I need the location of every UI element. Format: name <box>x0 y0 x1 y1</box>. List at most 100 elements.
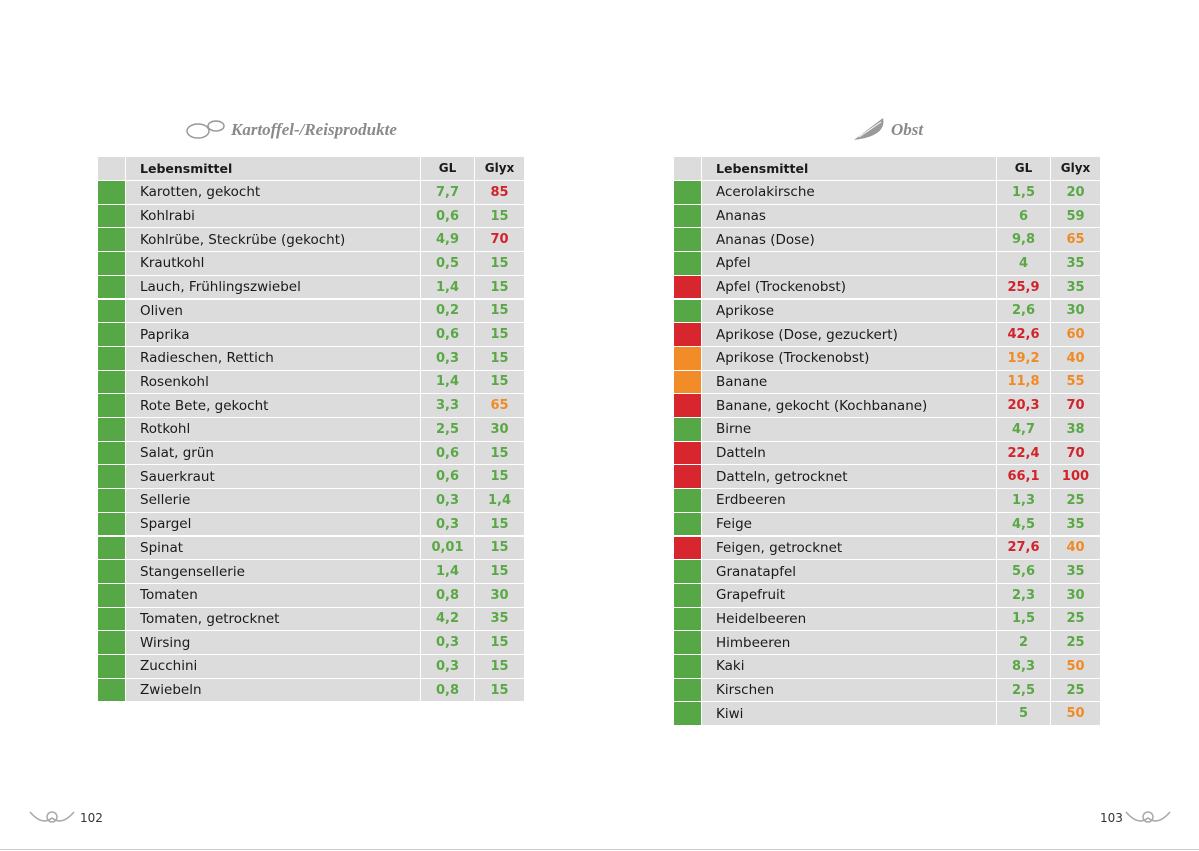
food-name: Stangensellerie <box>126 560 420 583</box>
gl-value: 0,2 <box>421 299 474 323</box>
glyx-value: 15 <box>475 299 524 323</box>
table-row: Tomaten 0,8 30 <box>98 583 525 607</box>
food-name: Birne <box>702 418 996 441</box>
glyx-value: 70 <box>1051 394 1100 417</box>
food-name: Spargel <box>126 512 420 536</box>
food-name: Aprikose <box>702 299 996 323</box>
glyx-value: 85 <box>475 181 524 204</box>
glyx-value: 65 <box>1051 228 1100 252</box>
header-cell: Lebensmittel <box>702 157 996 180</box>
food-name: Ananas <box>702 204 996 228</box>
header-cell <box>674 157 701 180</box>
gl-value: 3,3 <box>421 394 474 417</box>
gl-value: 7,7 <box>421 181 474 204</box>
rating-indicator <box>98 489 125 512</box>
glyx-value: 15 <box>475 655 524 678</box>
rating-indicator <box>674 631 701 654</box>
glyx-value: 15 <box>475 370 524 394</box>
glyx-value: 15 <box>475 204 524 228</box>
table-row: Rosenkohl 1,4 15 <box>98 370 525 394</box>
table-row: Banane, gekocht (Kochbanane) 20,3 70 <box>674 394 1101 417</box>
table-row: Tomaten, getrocknet 4,2 35 <box>98 607 525 631</box>
table-row: Zucchini 0,3 15 <box>98 655 525 678</box>
table-row: Apfel (Trockenobst) 25,9 35 <box>674 275 1101 299</box>
page-edge <box>0 849 1199 850</box>
glyx-value: 30 <box>1051 583 1100 607</box>
glyx-value: 35 <box>1051 560 1100 583</box>
rating-indicator <box>98 512 125 536</box>
gl-value: 22,4 <box>997 441 1050 465</box>
table-row: Sellerie 0,3 1,4 <box>98 489 525 512</box>
glyx-value: 25 <box>1051 489 1100 512</box>
food-name: Oliven <box>126 299 420 323</box>
gl-value: 5 <box>997 702 1050 726</box>
glyx-value: 15 <box>475 512 524 536</box>
rating-indicator <box>98 560 125 583</box>
glyx-value: 25 <box>1051 607 1100 631</box>
rating-indicator <box>98 607 125 631</box>
potato-icon <box>186 120 225 139</box>
table-row: Feige 4,5 35 <box>674 512 1101 536</box>
gl-value: 5,6 <box>997 560 1050 583</box>
gl-value: 1,4 <box>421 275 474 299</box>
glyx-value: 15 <box>475 346 524 370</box>
gl-value: 0,8 <box>421 583 474 607</box>
rating-indicator <box>98 323 125 346</box>
table-row: Kirschen 2,5 25 <box>674 678 1101 702</box>
rating-indicator <box>98 418 125 441</box>
gl-value: 0,6 <box>421 441 474 465</box>
rating-indicator <box>674 678 701 702</box>
food-name: Kiwi <box>702 702 996 726</box>
food-name: Banane, gekocht (Kochbanane) <box>702 394 996 417</box>
table-row: Salat, grün 0,6 15 <box>98 441 525 465</box>
gl-value: 0,6 <box>421 465 474 489</box>
glyx-value: 35 <box>475 607 524 631</box>
food-name: Radieschen, Rettich <box>126 346 420 370</box>
food-name: Spinat <box>126 536 420 560</box>
gl-value: 4,7 <box>997 418 1050 441</box>
food-name: Rosenkohl <box>126 370 420 394</box>
food-name: Paprika <box>126 323 420 346</box>
gl-value: 1,4 <box>421 560 474 583</box>
rating-indicator <box>674 489 701 512</box>
table-row: Aprikose 2,6 30 <box>674 299 1101 323</box>
gl-value: 0,3 <box>421 489 474 512</box>
gl-value: 6 <box>997 204 1050 228</box>
rating-indicator <box>674 418 701 441</box>
table-row: Wirsing 0,3 15 <box>98 631 525 654</box>
glyx-value: 1,4 <box>475 489 524 512</box>
glyx-value: 30 <box>475 583 524 607</box>
gl-value: 0,6 <box>421 323 474 346</box>
food-name: Rote Bete, gekocht <box>126 394 420 417</box>
section-title: Obst <box>891 120 924 139</box>
table-row: Kohlrabi 0,6 15 <box>98 204 525 228</box>
glyx-value: 70 <box>1051 441 1100 465</box>
gl-value: 2,3 <box>997 583 1050 607</box>
table-row: Heidelbeeren 1,5 25 <box>674 607 1101 631</box>
table-row: Lauch, Frühlingszwiebel 1,4 15 <box>98 275 525 299</box>
glyx-value: 35 <box>1051 512 1100 536</box>
table-row: Kiwi 5 50 <box>674 702 1101 726</box>
glyx-value: 40 <box>1051 346 1100 370</box>
glyx-value: 100 <box>1051 465 1100 489</box>
food-name: Feige <box>702 512 996 536</box>
food-name: Grapefruit <box>702 583 996 607</box>
glyx-value: 38 <box>1051 418 1100 441</box>
ornament <box>1125 811 1171 823</box>
food-name: Kaki <box>702 655 996 678</box>
table-row: Krautkohl 0,5 15 <box>98 252 525 275</box>
table-row: Erdbeeren 1,3 25 <box>674 489 1101 512</box>
gl-value: 8,3 <box>997 655 1050 678</box>
table-row: Datteln, getrocknet 66,1 100 <box>674 465 1101 489</box>
table-row: Karotten, gekocht 7,7 85 <box>98 181 525 204</box>
rating-indicator <box>98 228 125 252</box>
rating-indicator <box>98 252 125 275</box>
ornament <box>29 811 75 823</box>
rating-indicator <box>98 465 125 489</box>
food-name: Ananas (Dose) <box>702 228 996 252</box>
rating-indicator <box>674 228 701 252</box>
header-row: Lebensmittel GL Glyx <box>674 157 1101 180</box>
melon-icon <box>854 118 884 140</box>
gl-value: 1,4 <box>421 370 474 394</box>
header-row: Lebensmittel GL Glyx <box>98 157 525 180</box>
